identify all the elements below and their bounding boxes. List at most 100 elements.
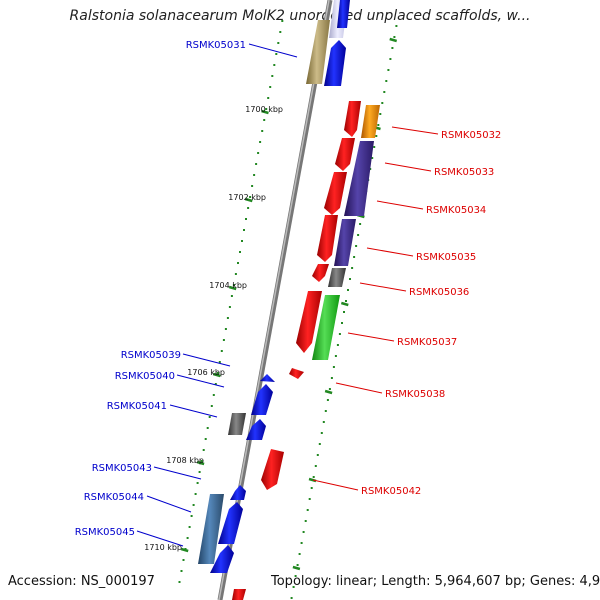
ruler-dot (188, 526, 191, 528)
ruler-major-tick (261, 109, 269, 115)
gene-label-rsmk05040[interactable]: RSMK05040 (115, 371, 175, 382)
gene-glyph-rsmk05031c[interactable] (337, 0, 350, 28)
gene-label-rsmk05041[interactable]: RSMK05041 (107, 401, 167, 412)
ruler-dot (271, 75, 274, 77)
ruler-dot (334, 355, 337, 357)
ruler-dot (237, 262, 239, 264)
gene-label-rsmk05035[interactable]: RSMK05035 (416, 252, 476, 263)
gene-label-rsmk05036[interactable]: RSMK05036 (409, 287, 469, 298)
ruler-dot (343, 311, 345, 313)
ruler-dot (267, 97, 270, 99)
gene-glyph-rsmk05038[interactable] (289, 368, 304, 379)
gene-label-rsmk05042[interactable]: RSMK05042 (361, 486, 421, 497)
ruler-major-tick (212, 372, 221, 378)
gene-glyph-rsmk05037b[interactable] (312, 295, 340, 360)
ruler-dot (263, 119, 266, 121)
gene-label-rsmk05034[interactable]: RSMK05034 (426, 205, 486, 216)
ruler-dot (245, 218, 247, 220)
gene-label-rsmk05031[interactable]: RSMK05031 (186, 40, 246, 51)
gene-label-rsmk05045[interactable]: RSMK05045 (75, 527, 135, 538)
ruler-dot (381, 102, 384, 104)
ruler-dot (281, 20, 284, 22)
left-gene-labels: RSMK05031 RSMK05039 RSMK05040 RSMK05041 … (75, 40, 246, 538)
ruler-dot (357, 234, 360, 236)
gene-glyph-rsmk05032b[interactable] (361, 105, 380, 138)
gene-glyph-rsmk05032[interactable] (344, 101, 361, 137)
ruler-labels: 1700 kbp 1702 kbp 1704 kbp 1706 kbp 1708… (144, 105, 283, 552)
gene-glyph-rsmk05044a[interactable] (198, 494, 224, 564)
gene-label-rsmk05044[interactable]: RSMK05044 (84, 492, 144, 503)
ruler-dot (249, 196, 252, 198)
ruler-dot (389, 58, 392, 60)
ruler-dot (290, 597, 293, 599)
gene-glyph-rsmk05034[interactable] (324, 172, 347, 215)
gene-glyph-rsmk05043[interactable] (230, 485, 246, 500)
ruler-dot (208, 416, 211, 418)
ruler-dot (273, 64, 276, 66)
ruler-dot (318, 443, 321, 445)
ruler-major-tick (180, 547, 189, 553)
ruler-dot (338, 333, 341, 335)
ruler-dot (220, 350, 223, 352)
gene-glyph-rsmk05040[interactable] (251, 384, 273, 415)
gene-glyph-rsmk05039[interactable] (260, 374, 275, 382)
gene-glyph-rsmk05035b[interactable] (334, 219, 356, 266)
ruler-dot (198, 471, 201, 473)
gene-glyph-rsmk05044b[interactable] (218, 502, 243, 544)
ruler-dot (391, 47, 394, 49)
ruler-dot (204, 438, 207, 440)
gene-label-rsmk05043[interactable]: RSMK05043 (92, 463, 152, 474)
ruler-dot (345, 300, 347, 302)
ruler-dot (178, 581, 181, 583)
ruler-label-1700: 1700 kbp (245, 105, 283, 114)
ruler-dot (304, 520, 307, 522)
ruler-dot (243, 229, 245, 231)
ruler-dot (316, 454, 319, 456)
gene-glyph-rsmk05036b[interactable] (328, 268, 346, 287)
ruler-dot (239, 251, 241, 253)
gene-label-rsmk05033[interactable]: RSMK05033 (434, 167, 494, 178)
ruler-dot (186, 537, 189, 539)
gene-glyph-rsmk05035a[interactable] (317, 215, 338, 262)
gene-label-rsmk05038[interactable]: RSMK05038 (385, 389, 445, 400)
ruler-dot (306, 509, 309, 511)
gene-glyph-rsmk05045[interactable] (210, 545, 234, 573)
map-title: Ralstonia solanacearum MolK2 unordered u… (69, 8, 531, 24)
ruler-dot (234, 273, 237, 275)
ruler-dot (210, 405, 213, 407)
gene-glyph-rsmk05041a[interactable] (228, 413, 246, 435)
ruler-label-1706: 1706 kbp (187, 368, 225, 377)
ruler-dot (279, 31, 282, 33)
ruler-dot (277, 42, 280, 44)
gene-glyph-rsmk05042[interactable] (261, 449, 284, 490)
gene-glyph-rsmk05036a[interactable] (312, 264, 329, 282)
ruler-dot (373, 146, 376, 148)
right-gene-labels: RSMK05032 RSMK05033 RSMK05034 RSMK05035 … (361, 130, 501, 497)
left-leader-lines (136, 43, 298, 547)
ruler-dot (312, 476, 315, 478)
gene-glyph-bottom[interactable] (232, 589, 246, 600)
gene-glyph-rsmk05041b[interactable] (246, 419, 266, 440)
ruler-dot (314, 465, 317, 467)
ruler-dot (336, 344, 339, 346)
ruler-dot (232, 284, 235, 286)
gene-label-rsmk05037[interactable]: RSMK05037 (397, 337, 457, 348)
gene-glyphs (198, 0, 380, 600)
ruler-dot (228, 306, 231, 308)
gene-glyph-rsmk05031a[interactable] (306, 20, 330, 84)
ruler-dot (379, 113, 382, 115)
gene-label-rsmk05032[interactable]: RSMK05032 (441, 130, 501, 141)
gene-label-rsmk05039[interactable]: RSMK05039 (121, 350, 181, 361)
gene-glyph-rsmk05037a[interactable] (296, 291, 322, 353)
accession-text: Accession: NS_000197 (8, 574, 155, 589)
gene-glyph-rsmk05033a[interactable] (335, 138, 355, 171)
ruler-major-tick (228, 285, 237, 291)
ruler-dot (359, 223, 362, 225)
gene-glyph-rsmk05031d[interactable] (324, 40, 346, 86)
ruler-dot (216, 372, 219, 374)
ruler-dot (300, 542, 303, 544)
gene-glyph-rsmk05033b[interactable] (344, 141, 374, 216)
ruler-dot (355, 245, 358, 247)
ruler-dot (212, 394, 215, 396)
ruler-dot (265, 108, 268, 110)
